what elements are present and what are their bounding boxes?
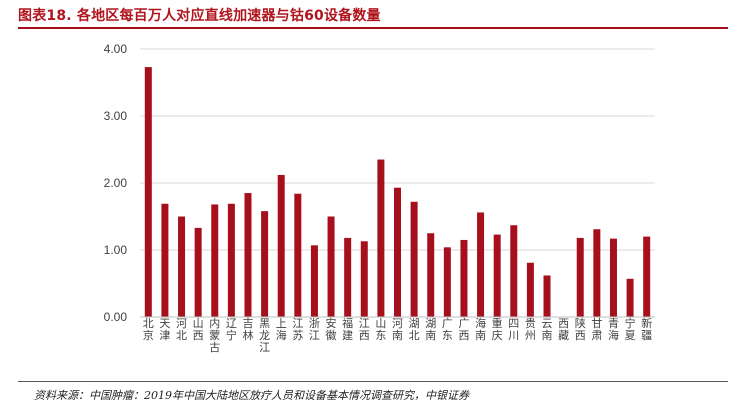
- x-tick-label: 辽宁: [226, 317, 237, 342]
- bar: [227, 203, 235, 317]
- bar: [194, 227, 202, 317]
- bar: [294, 193, 302, 317]
- bar: [178, 216, 186, 317]
- bar: [477, 212, 485, 317]
- x-tick-label: 安徽: [326, 316, 337, 342]
- y-tick-label: 3.00: [104, 109, 128, 123]
- bar: [543, 275, 551, 317]
- bar: [410, 201, 418, 317]
- x-tick-label: 河南: [392, 317, 403, 342]
- bar: [526, 262, 534, 317]
- x-tick-label: 宁夏: [625, 316, 636, 342]
- x-tick-label: 河北: [176, 317, 187, 342]
- x-tick-label: 新疆: [641, 316, 652, 342]
- x-tick-label: 浙江: [309, 317, 320, 342]
- x-tick-label: 天津: [159, 317, 170, 342]
- bar: [360, 241, 368, 317]
- x-tick-label: 云南: [542, 317, 553, 342]
- source-note: 资料来源：中国肿瘤：2019年中国大陆地区放疗人员和设备基本情况调查研究，中银证…: [34, 389, 469, 402]
- x-tick-label: 福建: [342, 316, 353, 342]
- bar: [377, 159, 385, 317]
- bar: [643, 236, 651, 317]
- bar: [211, 204, 219, 317]
- bar: [344, 237, 352, 317]
- x-tick-label: 黑龙江: [259, 317, 270, 354]
- x-tick-label: 西藏: [558, 317, 569, 342]
- x-tick-label: 青海: [608, 317, 619, 342]
- bars: [144, 67, 651, 317]
- x-tick-label: 甘肃: [591, 317, 602, 342]
- bar: [443, 247, 451, 317]
- bar: [310, 245, 318, 317]
- x-tick-label: 上海: [276, 317, 287, 342]
- title-rule: [18, 27, 728, 29]
- figure-title: 图表18. 各地区每百万人对应直线加速器与钴60设备数量: [18, 8, 381, 24]
- x-tick-label: 海南: [475, 316, 486, 342]
- x-tick-label: 四川: [508, 317, 519, 342]
- bar: [626, 278, 634, 317]
- bar: [460, 239, 468, 317]
- bar: [144, 67, 152, 317]
- x-tick-label: 北京: [143, 317, 154, 342]
- x-tick-label: 湖北: [409, 317, 420, 342]
- x-tick-label: 重庆: [492, 316, 503, 342]
- x-tick-label: 江西: [359, 317, 370, 342]
- bar: [609, 238, 617, 317]
- bar: [510, 225, 518, 317]
- x-tick-label: 吉林: [242, 317, 253, 342]
- y-tick-label: 4.00: [104, 42, 128, 56]
- y-axis-ticks: 0.00 1.00 2.00 3.00 4.00: [104, 42, 128, 324]
- bar: [394, 187, 401, 317]
- x-tick-label: 广东: [442, 317, 453, 342]
- x-tick-label: 广西: [458, 317, 469, 342]
- x-tick-label: 江苏: [292, 317, 303, 342]
- x-axis-labels: 北京天津河北山西内蒙古辽宁吉林黑龙江上海江苏浙江安徽福建江西山东河南湖北湖南广东…: [143, 316, 652, 354]
- bar: [493, 234, 501, 317]
- x-tick-label: 山东: [375, 317, 386, 342]
- bar: [327, 216, 335, 317]
- x-tick-label: 贵州: [525, 317, 536, 342]
- x-tick-label: 湖南: [425, 317, 436, 342]
- bar: [277, 174, 285, 317]
- x-tick-label: 内蒙古: [209, 316, 220, 354]
- bar: [427, 233, 435, 317]
- source-rule: [18, 381, 728, 382]
- bar: [261, 211, 269, 317]
- bar: [161, 203, 169, 317]
- bar: [593, 229, 601, 317]
- y-tick-label: 0.00: [104, 310, 128, 324]
- bar-chart: 0.00 1.00 2.00 3.00 4.00 北京天津河北山西内蒙古辽宁吉林黑龙江上…: [104, 42, 655, 354]
- bar: [576, 237, 584, 317]
- x-tick-label: 陕西: [575, 316, 586, 342]
- y-tick-label: 1.00: [104, 243, 128, 257]
- y-tick-label: 2.00: [104, 176, 128, 190]
- x-tick-label: 山西: [193, 317, 204, 342]
- bar: [244, 193, 252, 317]
